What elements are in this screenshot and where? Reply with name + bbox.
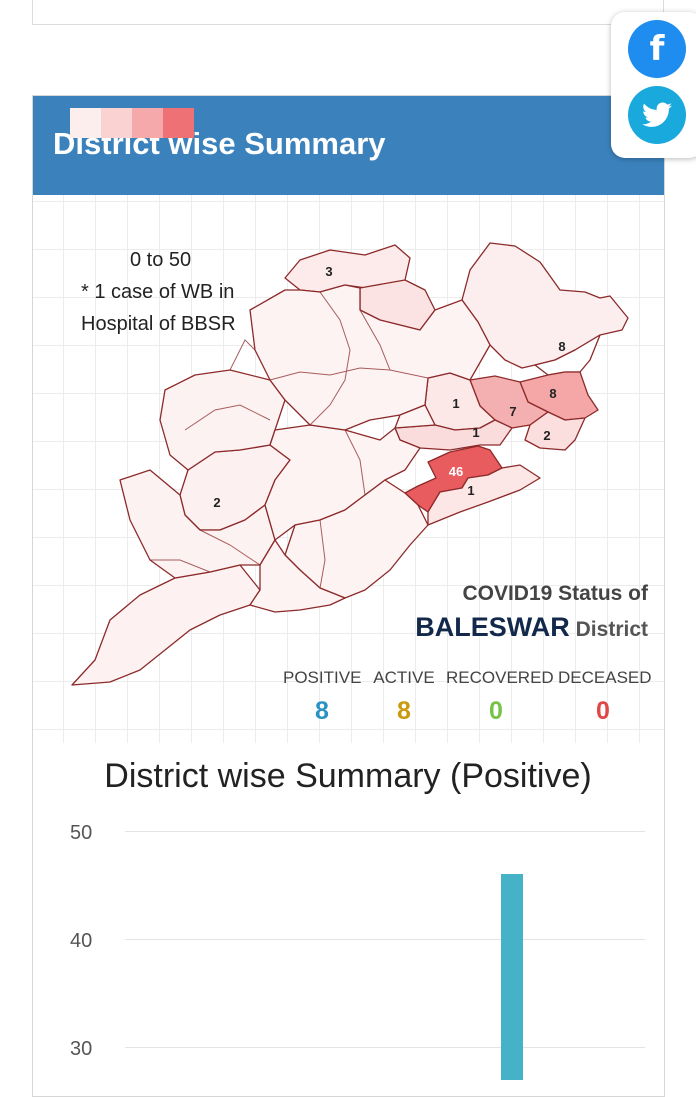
twitter-icon bbox=[642, 102, 672, 127]
social-share-panel: f bbox=[611, 12, 696, 158]
legend-note-line1: * 1 case of WB in bbox=[81, 281, 235, 303]
stat-active: ACTIVE 8 bbox=[373, 668, 435, 726]
district-region[interactable] bbox=[249, 284, 491, 431]
stat-positive: POSITIVE 8 bbox=[283, 668, 361, 726]
facebook-icon: f bbox=[649, 29, 665, 69]
district-suffix: District bbox=[575, 618, 648, 641]
district-region[interactable] bbox=[71, 564, 261, 686]
color-legend bbox=[70, 108, 194, 138]
grid-line bbox=[125, 831, 645, 832]
y-tick-label: 30 bbox=[70, 1038, 93, 1060]
map-label: 8 bbox=[549, 386, 556, 401]
legend-swatch bbox=[163, 108, 194, 138]
stat-label: RECOVERED bbox=[446, 668, 554, 687]
grid-line bbox=[125, 939, 645, 940]
map-label: 1 bbox=[452, 396, 459, 411]
stat-label: ACTIVE bbox=[373, 668, 435, 687]
chart-title: District wise Summary (Positive) bbox=[104, 757, 592, 795]
map-label: 2 bbox=[213, 495, 220, 510]
district-region[interactable] bbox=[249, 539, 346, 613]
map-label: 1 bbox=[467, 483, 474, 498]
stat-value: 0 bbox=[489, 697, 503, 725]
status-title: COVID19 Status of bbox=[462, 582, 648, 605]
map-label: 2 bbox=[543, 428, 550, 443]
chart-bar[interactable] bbox=[501, 874, 523, 1080]
twitter-share-button[interactable] bbox=[628, 86, 686, 144]
stat-value: 8 bbox=[397, 697, 411, 725]
map-label: 7 bbox=[509, 404, 516, 419]
previous-card bbox=[32, 0, 664, 25]
y-tick-label: 50 bbox=[70, 822, 93, 844]
status-district-line: BALESWAR District bbox=[415, 612, 648, 643]
stat-recovered: RECOVERED 0 bbox=[446, 668, 554, 726]
stat-label: DECEASED bbox=[558, 668, 652, 687]
map-label: 1 bbox=[472, 425, 479, 440]
legend-swatch bbox=[70, 108, 101, 138]
grid-line bbox=[125, 1047, 645, 1048]
district-name: BALESWAR bbox=[415, 612, 570, 642]
legend-note-line2: Hospital of BBSR bbox=[81, 313, 236, 335]
stat-value: 8 bbox=[315, 697, 329, 725]
stat-label: POSITIVE bbox=[283, 668, 362, 687]
district-region[interactable] bbox=[524, 411, 586, 451]
stat-value: 0 bbox=[596, 697, 610, 725]
facebook-share-button[interactable]: f bbox=[628, 20, 686, 78]
legend-range-label: 0 to 50 bbox=[130, 249, 192, 271]
district-region[interactable] bbox=[394, 404, 436, 429]
legend-swatch bbox=[101, 108, 132, 138]
map-label: 46 bbox=[449, 464, 463, 479]
legend-swatch bbox=[132, 108, 163, 138]
y-tick-label: 40 bbox=[70, 930, 93, 952]
stat-deceased: DECEASED 0 bbox=[558, 668, 652, 726]
map-label: 8 bbox=[558, 339, 565, 354]
map-label: 3 bbox=[325, 264, 332, 279]
